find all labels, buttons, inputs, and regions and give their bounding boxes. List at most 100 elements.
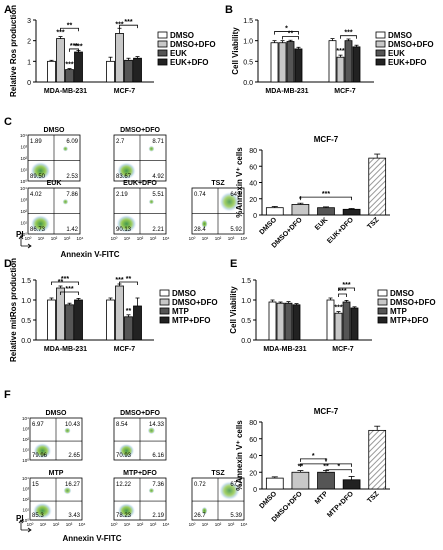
bar xyxy=(115,285,124,341)
y-axis-label: Cell Viability xyxy=(231,27,240,75)
flow-plot-title: DMSO+DFO xyxy=(120,410,160,417)
flow-quadrant-value: 6.16 xyxy=(152,453,164,459)
flow-quadrant-value: 8.71 xyxy=(152,139,164,145)
x-category-label: TSZ xyxy=(366,490,381,505)
flow-x-tick: 10⁰ xyxy=(111,522,118,527)
flow-x-axis-label: Annexin V-FITC xyxy=(60,250,119,259)
bracket-label: *** xyxy=(344,30,352,37)
flow-x-tick: 10⁴ xyxy=(77,236,84,241)
bar xyxy=(47,60,56,83)
x-category-label: MDA-MB-231 xyxy=(44,346,87,353)
significance-bracket xyxy=(325,469,352,473)
x-category-label: MCF-7 xyxy=(334,88,355,95)
flow-y-tick: 10⁰ xyxy=(22,458,29,463)
flow-x-tick: 10³ xyxy=(228,236,235,241)
bar xyxy=(342,479,361,490)
y-axis-label: Relative mitRos production xyxy=(9,258,18,362)
flow-live-population xyxy=(33,442,52,459)
legend-label: EUK xyxy=(388,49,405,58)
flow-x-tick: 10¹ xyxy=(202,522,209,527)
flow-live-population xyxy=(30,214,51,233)
significance-bracket xyxy=(340,35,357,39)
significance-mark: *** xyxy=(56,30,64,37)
bar xyxy=(291,471,310,490)
flow-quadrant-value: 67.2 xyxy=(230,482,242,488)
bar xyxy=(317,207,335,216)
flow-quadrant-value: 2.19 xyxy=(116,192,128,198)
bracket-label: *** xyxy=(65,286,73,293)
flow-x-arrow xyxy=(21,243,32,249)
legend-label: DMSO+DFO xyxy=(390,298,436,307)
legend-swatch xyxy=(157,40,168,48)
bracket-label: *** xyxy=(124,19,132,26)
flow-x-tick: 10² xyxy=(51,236,58,241)
flow-x-tick: 10¹ xyxy=(202,236,209,241)
flow-quadrant-value: 6.09 xyxy=(66,139,78,145)
bar xyxy=(74,299,83,341)
flow-quadrant-value: 10.43 xyxy=(65,422,81,428)
bar xyxy=(74,51,83,83)
significance-mark: *** xyxy=(336,48,344,55)
bar xyxy=(334,312,343,341)
flow-plot-title: DMSO+DFO xyxy=(120,127,160,134)
chart-title: MCF-7 xyxy=(314,135,339,144)
y-tick-label: 0 xyxy=(253,213,257,220)
x-category-label: MDA-MB-231 xyxy=(263,346,306,353)
flow-live-population xyxy=(201,506,208,515)
y-tick-label: 0 xyxy=(253,487,257,494)
y-tick-label: 0 xyxy=(27,80,31,87)
legend-swatch xyxy=(157,49,168,57)
flow-x-tick: 10² xyxy=(137,522,144,527)
bracket-label: *** xyxy=(342,282,350,289)
flow-quadrant-value: 2.53 xyxy=(66,174,78,180)
flow-x-tick: 10³ xyxy=(228,522,235,527)
significance-bracket xyxy=(51,281,79,285)
flow-apoptotic-population xyxy=(63,486,72,495)
y-tick-label: 0.0 xyxy=(241,338,251,345)
panel-label-e: E xyxy=(230,258,237,270)
flow-x-axis-label: Annexin V-FITC xyxy=(62,534,121,543)
significance-bracket xyxy=(300,196,352,201)
y-axis-label: Relative Ros production xyxy=(9,5,18,97)
significance-mark: ** xyxy=(58,279,64,286)
bar xyxy=(276,302,285,341)
y-tick-label: 1 xyxy=(27,59,31,66)
significance-mark: *** xyxy=(65,62,73,69)
flow-x-tick: 10¹ xyxy=(40,522,47,527)
flow-y-tick: 10³ xyxy=(22,487,29,492)
legend-label: DMSO xyxy=(170,31,194,40)
flow-x-tick: 10⁰ xyxy=(189,236,196,241)
bar xyxy=(352,46,361,83)
flow-plot-title: MTP xyxy=(49,470,64,477)
flow-apoptotic-population xyxy=(64,427,71,434)
x-category-label: EUK xyxy=(314,216,329,231)
y-tick-label: 20 xyxy=(249,470,257,477)
bracket-label: * xyxy=(312,453,315,460)
significance-bracket xyxy=(282,36,299,40)
bar xyxy=(294,48,303,83)
legend-swatch xyxy=(157,58,168,66)
bar xyxy=(344,40,353,83)
significance-bracket xyxy=(60,27,79,32)
bar xyxy=(350,307,359,341)
flow-apoptotic-population xyxy=(62,146,69,152)
flow-apoptotic-population xyxy=(148,145,155,152)
bracket-label: * xyxy=(285,26,288,33)
flow-apoptotic-population xyxy=(147,426,156,435)
flow-plot-title: MTP+DFO xyxy=(123,470,157,477)
y-tick-label: 60 xyxy=(249,437,257,444)
flow-x-arrow xyxy=(21,527,32,533)
legend-swatch xyxy=(159,307,170,315)
flow-x-tick: 10⁰ xyxy=(189,522,196,527)
flow-quadrant-value: 26.7 xyxy=(194,513,206,519)
flow-x-tick: 10⁴ xyxy=(163,236,170,241)
flow-y-tick: 10⁰ xyxy=(22,518,29,523)
legend-label: EUK xyxy=(170,49,187,58)
legend-label: DMSO+DFO xyxy=(388,40,434,49)
y-tick-label: 0.5 xyxy=(241,318,251,325)
flow-x-tick: 10¹ xyxy=(124,522,131,527)
